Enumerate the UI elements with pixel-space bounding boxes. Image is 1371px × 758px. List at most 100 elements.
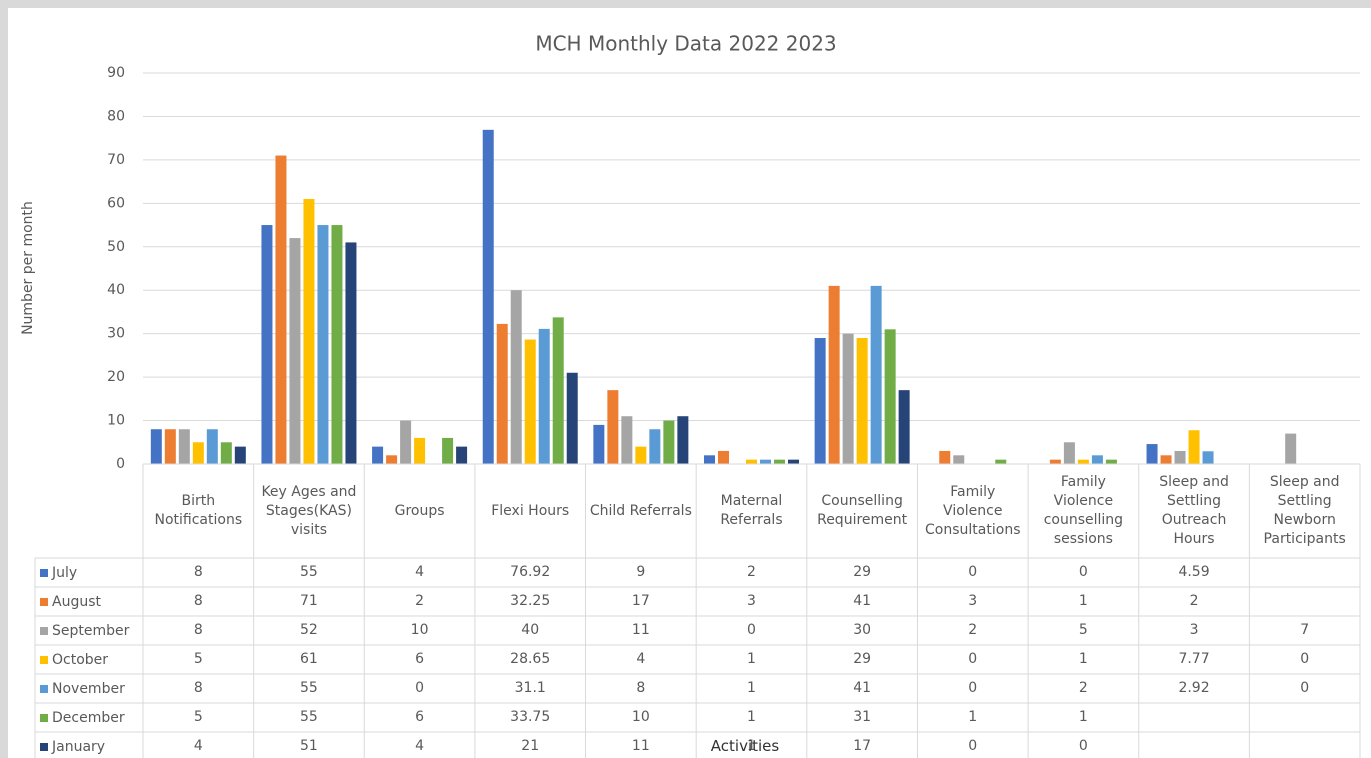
table-value: 55	[300, 564, 318, 580]
y-tick-label: 30	[107, 326, 125, 342]
table-value: 2	[1189, 593, 1199, 609]
bar	[414, 437, 426, 464]
bar	[345, 242, 357, 464]
table-value: 17	[853, 738, 872, 754]
table-value: 6	[415, 651, 425, 667]
table-value: 0	[1078, 738, 1088, 754]
bar	[1049, 459, 1061, 464]
legend-swatch	[40, 713, 48, 722]
table-value: 41	[853, 680, 872, 696]
bar	[746, 459, 757, 464]
bar	[192, 442, 204, 464]
legend-entry: July	[40, 558, 77, 587]
table-value: 0	[968, 651, 978, 667]
bar	[939, 450, 951, 464]
table-value: 29	[853, 564, 872, 580]
table-value: 55	[300, 709, 318, 725]
table-value: 2	[1078, 680, 1088, 696]
table-value: 0	[1078, 564, 1088, 580]
table-value: 2	[968, 622, 978, 638]
bar	[150, 429, 162, 464]
bar	[386, 455, 398, 464]
legend-label: December	[52, 709, 125, 726]
table-value: 21	[521, 738, 540, 754]
bar	[995, 459, 1007, 464]
chart: MCH Monthly Data 2022 2023 Number per mo…	[8, 8, 1371, 758]
bar	[261, 225, 273, 464]
table-value: 4.59	[1178, 564, 1210, 580]
table-value: 11	[631, 738, 650, 754]
bar	[220, 442, 232, 464]
bar	[1146, 444, 1158, 464]
legend-entry: August	[40, 587, 101, 616]
legend-swatch	[40, 626, 48, 635]
y-tick-label: 60	[107, 195, 125, 211]
bar	[372, 446, 384, 464]
bar	[842, 333, 854, 464]
table-value: 11	[631, 622, 650, 638]
legend-label: November	[52, 680, 125, 697]
table-value: 17	[631, 593, 650, 609]
table-value: 1	[747, 680, 756, 696]
table-value: 52	[300, 622, 318, 638]
bar	[649, 429, 661, 464]
table-value: 1	[747, 651, 756, 667]
table-value: 8	[193, 564, 203, 580]
bar	[593, 424, 605, 464]
table-value: 0	[1300, 680, 1310, 696]
table-value: 0	[415, 680, 425, 696]
table-value: 41	[853, 593, 872, 609]
bar	[1063, 442, 1075, 464]
table-value: 40	[521, 622, 540, 638]
table-value: 5	[1078, 622, 1088, 638]
table-value: 4	[415, 564, 425, 580]
bar	[331, 225, 343, 464]
table-value: 1	[1078, 593, 1088, 609]
table-value: 0	[747, 622, 756, 638]
table-value: 32.25	[510, 593, 551, 609]
table-value: 8	[193, 593, 203, 609]
bar	[856, 338, 868, 464]
table-value: 0	[1300, 651, 1310, 667]
table-value: 1	[747, 738, 756, 754]
table-value: 61	[300, 651, 318, 667]
table-value: 1	[1078, 651, 1088, 667]
table-value: 2	[415, 593, 425, 609]
bar	[814, 338, 826, 464]
bar	[317, 225, 329, 464]
bar	[663, 420, 675, 464]
bar	[1105, 459, 1117, 464]
table-value: 76.92	[510, 564, 551, 580]
bar	[1174, 450, 1186, 464]
plot: MCH Monthly Data 2022 2023 Number per mo…	[20, 32, 1361, 758]
bar	[400, 420, 412, 464]
table-value: 9	[636, 564, 646, 580]
table-value: 31	[853, 709, 872, 725]
bar	[898, 390, 910, 464]
table-value: 1	[747, 709, 756, 725]
bar	[1285, 433, 1297, 464]
table-value: 1	[1078, 709, 1088, 725]
bar	[1091, 455, 1103, 464]
table-value: 10	[410, 622, 429, 638]
bar	[704, 455, 715, 464]
bar	[1077, 459, 1089, 464]
y-tick-label: 10	[107, 413, 125, 429]
bar	[870, 285, 882, 464]
table-value: 0	[968, 738, 978, 754]
legend-swatch	[40, 742, 48, 751]
table-value: 3	[1189, 622, 1199, 638]
table-value: 8	[636, 680, 646, 696]
bar	[552, 317, 564, 464]
bar	[884, 329, 896, 464]
table-value: 28.65	[510, 651, 551, 667]
table-value: 4	[636, 651, 646, 667]
bar	[496, 323, 508, 464]
table-value: 7	[1300, 622, 1310, 638]
y-tick-label: 20	[107, 369, 125, 385]
y-tick-label: 40	[107, 282, 125, 298]
bar	[788, 459, 799, 464]
table-value: 10	[631, 709, 650, 725]
bar	[303, 198, 315, 464]
legend-label: January	[52, 738, 106, 755]
